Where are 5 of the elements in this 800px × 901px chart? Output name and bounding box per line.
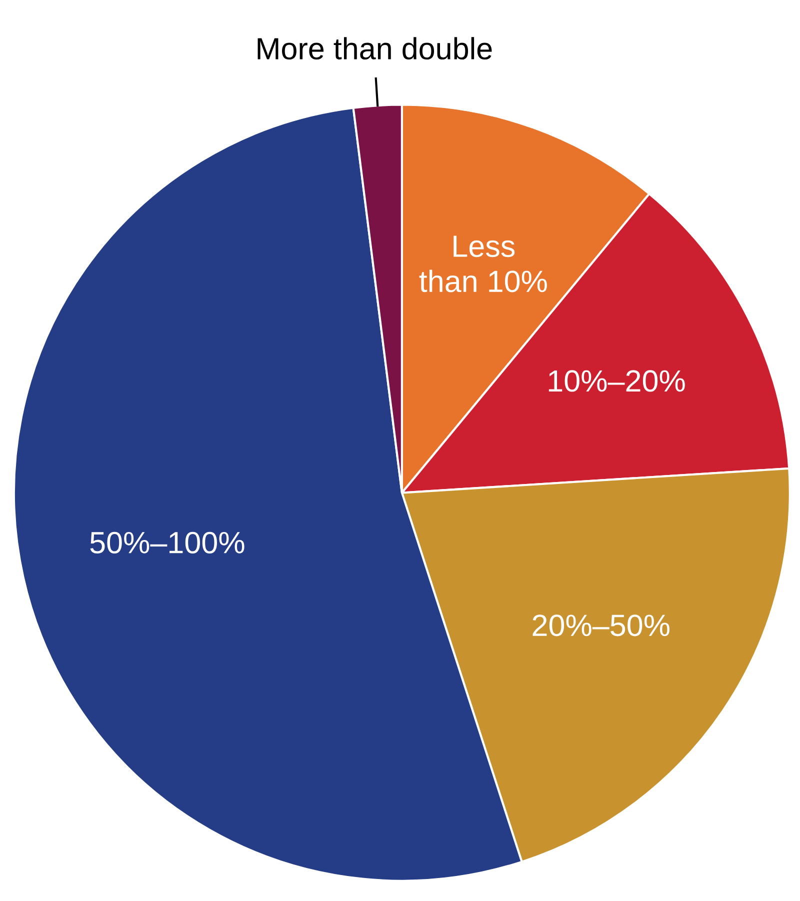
slice-label: Less than 10% [419,236,547,292]
slice-label: 10%–20% [548,370,685,392]
slice-label: 20%–50% [532,614,670,636]
slice-label: More than double [258,37,492,60]
slice-label: 50%–100% [90,532,244,554]
